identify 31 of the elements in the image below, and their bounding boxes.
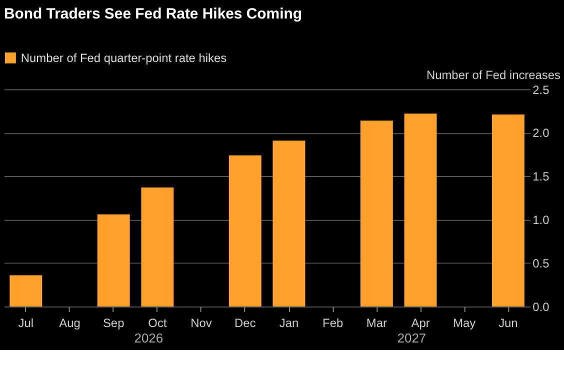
y-tick-label: 2.5 (532, 82, 550, 97)
x-tick-label: Sep (102, 316, 125, 330)
chart-title: Bond Traders See Fed Rate Hikes Coming (4, 6, 302, 23)
x-tick-label: Nov (190, 316, 212, 330)
x-tick-label: Apr (411, 316, 430, 330)
y-tick-label: 1.5 (532, 170, 550, 184)
y-axis-title: Number of Fed increases (426, 68, 561, 82)
bar (492, 114, 524, 307)
bar (141, 187, 174, 307)
y-tick-label: 2.0 (532, 126, 550, 140)
y-tick-label: 1.0 (532, 213, 550, 228)
bar (97, 214, 130, 307)
x-tick-label: Aug (59, 316, 80, 330)
bar (404, 114, 437, 307)
x-tick-label: Jun (498, 316, 518, 330)
bar (360, 120, 393, 307)
x-tick-label: Feb (322, 316, 344, 330)
bar (272, 140, 306, 307)
x-tick-label: Mar (366, 316, 387, 330)
text: 2027 (397, 330, 426, 346)
text: 2026 (134, 330, 164, 346)
legend-label: Number of Fed quarter-point rate hikes (20, 50, 227, 65)
x-tick-label: Jul (18, 316, 34, 330)
x-tick-label: Dec (234, 316, 256, 330)
x-tick-label: Jan (279, 316, 299, 330)
bar (10, 275, 42, 307)
x-tick-label: May (453, 316, 476, 330)
x-tick-label: Oct (148, 316, 168, 330)
y-tick-label: 0.0 (532, 300, 550, 314)
y-tick-label: 0.5 (532, 256, 550, 271)
bar (228, 155, 262, 307)
